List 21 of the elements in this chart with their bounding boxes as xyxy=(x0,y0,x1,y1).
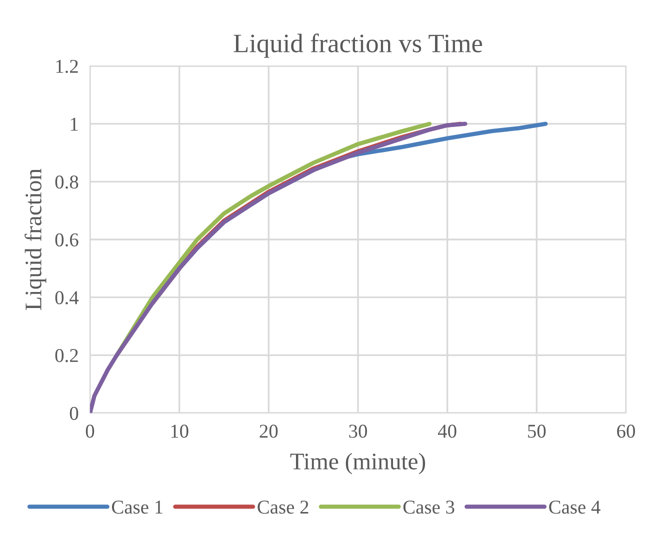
y-tick-label: 0.6 xyxy=(55,233,78,247)
y-tick-label: 0.4 xyxy=(55,291,79,304)
y-tick-label: 0.2 xyxy=(55,348,78,362)
x-tick-label: 30 xyxy=(349,424,367,438)
y-tick-label: 1.2 xyxy=(56,60,78,74)
x-tick-label: 60 xyxy=(617,424,635,438)
y-tick-label: 0.8 xyxy=(55,175,78,189)
x-tick-label: 40 xyxy=(438,424,456,438)
x-tick-label: 10 xyxy=(171,424,188,438)
x-tick-label: 20 xyxy=(260,424,278,438)
legend-label: Case 2 xyxy=(258,500,308,514)
chart-title: Liquid fraction vs Time xyxy=(234,34,482,58)
x-tick-label: 50 xyxy=(528,424,546,438)
legend-label: Case 3 xyxy=(403,500,454,514)
x-tick-label: 0 xyxy=(86,424,94,438)
legend-label: Case 1 xyxy=(112,500,162,514)
y-tick-label: 1 xyxy=(70,118,78,131)
x-axis-title: Time (minute) xyxy=(290,452,426,474)
y-tick-label: 0 xyxy=(70,406,78,420)
legend-label: Case 4 xyxy=(549,500,600,514)
y-axis-title: Liquid fraction xyxy=(24,168,46,310)
